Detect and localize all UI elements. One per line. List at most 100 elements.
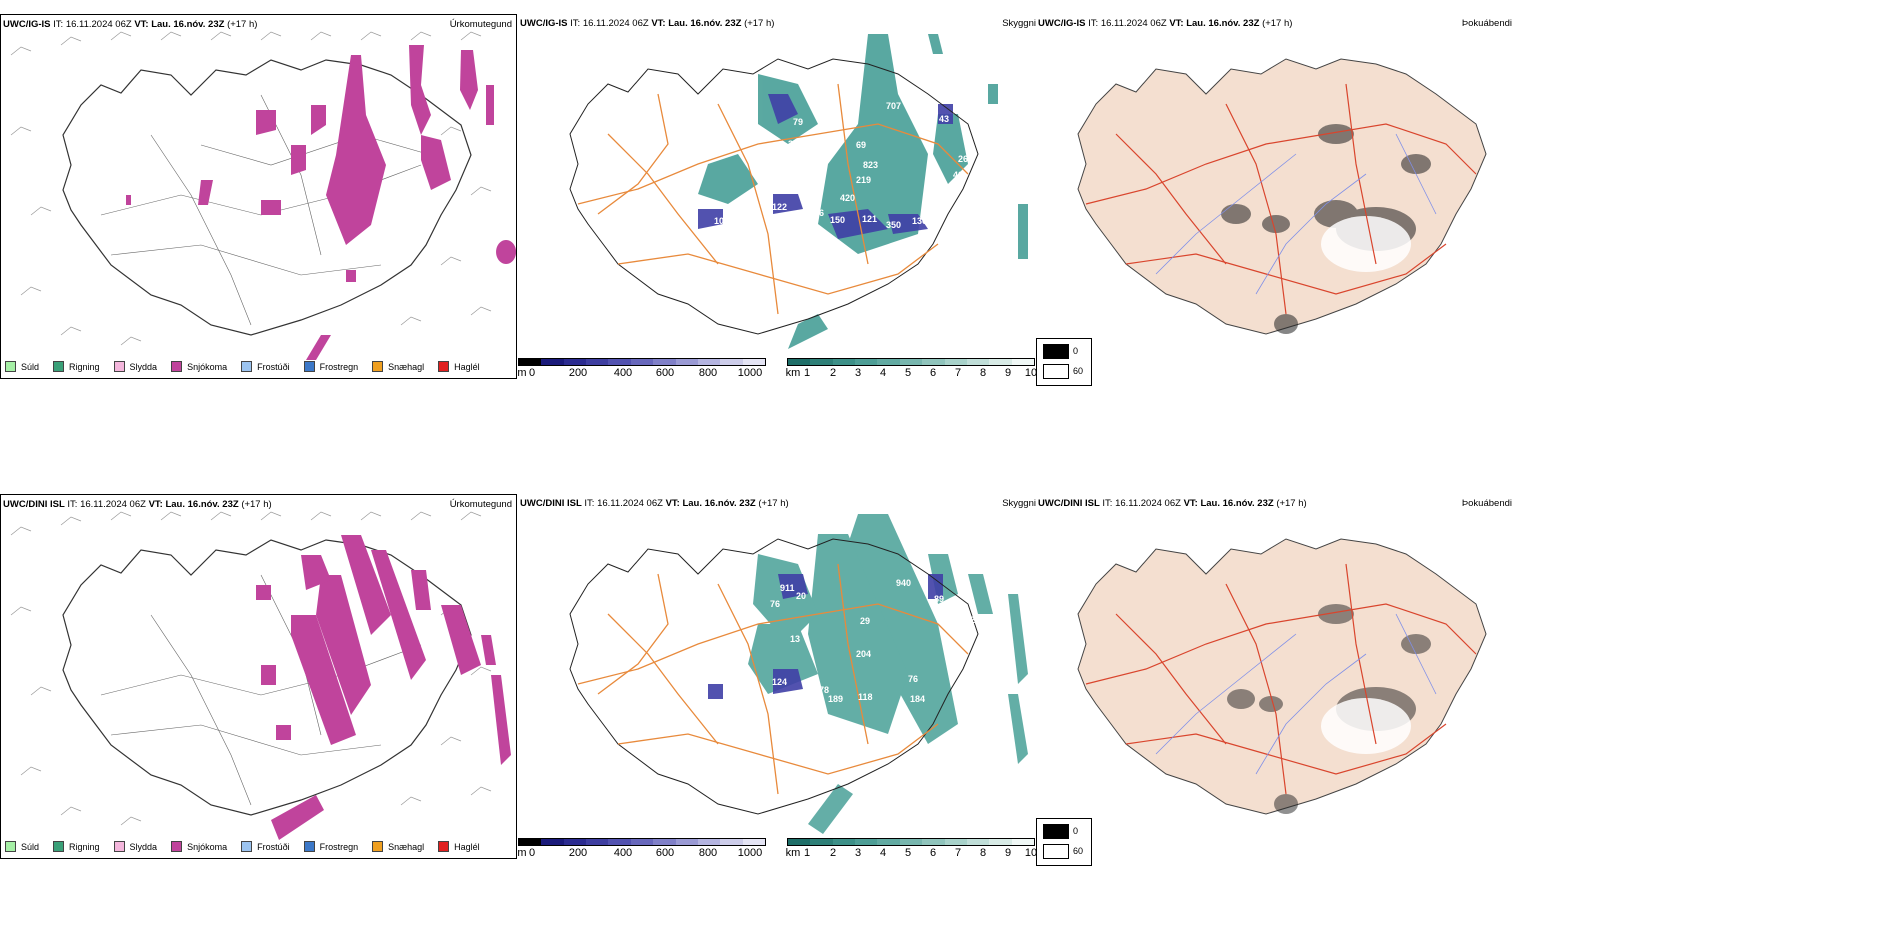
height-label: 155 (732, 673, 748, 683)
tick-label: 9 (1004, 367, 1012, 379)
tick-label: 5 (904, 847, 912, 859)
legend-label: Frostúði (257, 361, 290, 372)
legend-swatch (438, 841, 450, 852)
it-value: 16.11.2024 06Z (65, 19, 132, 30)
legend-item: Frostregn (303, 841, 358, 852)
panel-name-cloud: Skyggni (1002, 18, 1036, 29)
vt-label: VT: (1183, 498, 1198, 509)
tick-label: 0 (528, 847, 536, 859)
legend-item: Haglél (438, 361, 480, 372)
legend-label: Frostregn (319, 361, 359, 372)
model-label: UWC/DINI ISL (3, 499, 65, 510)
legend-label: Rigning (69, 361, 100, 372)
height-label: 13 (790, 634, 801, 644)
tick-label: 800 (698, 847, 718, 859)
fog-key-value: 0 (1073, 346, 1079, 356)
legend-swatch (53, 841, 65, 852)
height-label: 107 (714, 216, 730, 226)
unit-label: m (517, 847, 527, 859)
tick-label: 7 (954, 367, 962, 379)
fog-key: 0 60 (1036, 818, 1092, 866)
height-label: 204 (856, 649, 872, 659)
tick-label: 3 (854, 367, 862, 379)
legend-item: Snjókoma (171, 841, 227, 852)
vt-value: Lau. 16.nóv. 23Z (1186, 18, 1260, 29)
panel-title: UWC/IG-IS IT: 16.11.2024 06Z VT: Lau. 16… (1038, 18, 1292, 29)
tick-label: 400 (613, 367, 633, 379)
it-label: IT: (53, 19, 64, 30)
legend-item: Snjókoma (171, 361, 227, 372)
height-colorbar-bar (518, 358, 766, 366)
precip-legend: Súld Rigning Slydda Snjókoma Frostúði Fr… (5, 361, 494, 372)
height-label: 184 (910, 694, 926, 704)
tick-label: 2 (829, 847, 837, 859)
model-label: UWC/IG-IS (3, 19, 51, 30)
legend-item: Frostúði (241, 361, 290, 372)
iceland-outline (569, 58, 979, 335)
height-colorbar-ticks: m 0 200 400 600 800 1000 (517, 366, 766, 379)
height-colorbar: m 0 200 400 600 800 1000 (517, 358, 766, 379)
legend-swatch (372, 841, 384, 852)
height-label: 420 (840, 193, 856, 203)
visibility-colorbar-ticks: km 1 2 3 4 5 6 7 8 9 10 (785, 846, 1037, 859)
model-label: UWC/IG-IS (1038, 18, 1086, 29)
tick-label: 7 (954, 847, 962, 859)
legend-swatch (303, 841, 315, 852)
model-label: UWC/DINI ISL (1038, 498, 1100, 509)
cloud-map (569, 34, 1028, 349)
cloud-panel-row1: UWC/IG-IS IT: 16.11.2024 06Z VT: Lau. 16… (517, 14, 1038, 379)
visibility-colorbar: km 1 2 3 4 5 6 7 8 9 10 (785, 838, 1037, 859)
height-label: 76 (908, 674, 919, 684)
it-label: IT: (67, 499, 78, 510)
it-value: 16.11.2024 06Z (80, 499, 146, 510)
height-label: 31 (808, 145, 819, 155)
tick-label: 6 (929, 367, 937, 379)
height-colorbar-bar (518, 838, 766, 846)
it-value: 16.11.2024 06Z (582, 18, 649, 29)
height-label: 118 (858, 692, 873, 702)
height-colorbar-ticks: m 0 200 400 600 800 1000 (517, 846, 766, 859)
height-label: 350 (886, 220, 902, 230)
lead-time: (+17 h) (1276, 498, 1307, 509)
legend-item: Súld (5, 841, 39, 852)
legend-swatch (171, 361, 183, 372)
legend-label: Haglél (454, 841, 480, 852)
vt-value: Lau. 16.nóv. 23Z (1200, 498, 1274, 509)
height-label: 124 (772, 677, 788, 687)
height-label: 76 (814, 208, 825, 218)
legend-swatch (438, 361, 450, 372)
lead-time: (+17 h) (227, 19, 258, 30)
unit-label: km (785, 847, 801, 859)
height-label: 154 (788, 162, 804, 172)
vt-value: Lau. 16.nóv. 23Z (682, 498, 756, 509)
tick-label: 600 (655, 367, 675, 379)
legend-item: Slydda (113, 841, 157, 852)
tick-label: 600 (655, 847, 675, 859)
it-value: 16.11.2024 06Z (1100, 18, 1167, 29)
legend-item: Frostúði (241, 841, 290, 852)
cloud-labels: 911 20 76 940 89 124 29 13 204 155 124 2… (518, 494, 1036, 834)
tick-label: 3 (854, 847, 862, 859)
vt-label: VT: (148, 499, 163, 510)
fog-key-black (1043, 344, 1069, 359)
it-label: IT: (1102, 498, 1113, 509)
tick-label: 10 (1024, 367, 1038, 379)
height-label: 76 (770, 599, 781, 609)
height-label: 124 (965, 615, 981, 625)
vt-label: VT: (651, 18, 666, 29)
height-label: 69 (856, 140, 867, 150)
legend-item: Rigning (53, 841, 100, 852)
height-label: 79 (793, 117, 804, 127)
height-label: 940 (896, 578, 912, 588)
panel-name-fog: Þokuábendi (1461, 18, 1512, 29)
fog-panel-row2: UWC/DINI ISL IT: 16.11.2024 06Z VT: Lau.… (1036, 494, 1516, 866)
lead-time: (+17 h) (744, 18, 775, 29)
vt-label: VT: (134, 19, 149, 30)
unit-label: m (517, 367, 527, 379)
panel-name-cloud: Skyggni (1002, 498, 1036, 509)
iceland-outline (62, 59, 472, 336)
fog-panel-row1: UWC/IG-IS IT: 16.11.2024 06Z VT: Lau. 16… (1036, 14, 1516, 386)
fog-key: 0 60 (1036, 338, 1092, 386)
tick-label: 4 (879, 847, 887, 859)
lead-time: (+17 h) (1262, 18, 1293, 29)
